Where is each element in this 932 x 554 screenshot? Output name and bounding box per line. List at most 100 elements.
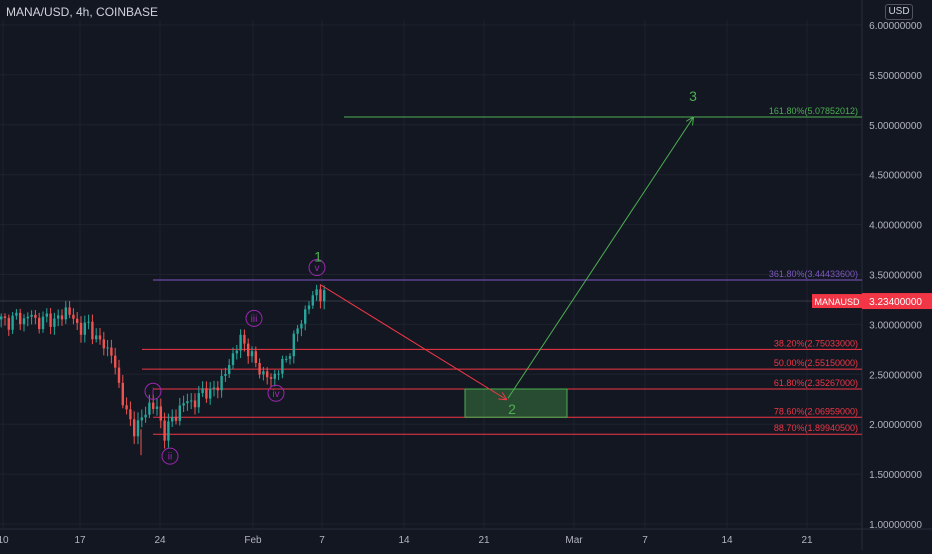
major-wave-label: 3	[689, 88, 697, 104]
candle-body	[269, 377, 273, 379]
wave-marker-circle	[144, 382, 162, 400]
candle-body	[64, 307, 67, 320]
candle-body	[171, 417, 174, 422]
current-price-value: 3.23400000	[869, 297, 922, 308]
candle-body	[102, 339, 105, 349]
candle-body	[247, 343, 250, 357]
candle-body	[34, 314, 37, 318]
candle-body	[262, 371, 265, 375]
candle-body	[209, 388, 212, 399]
fib-level-label: 88.70%(1.89940500)	[774, 423, 858, 433]
candle-body	[212, 387, 216, 389]
candle-body	[11, 315, 14, 330]
symbol-price-tag	[812, 294, 862, 309]
candle-body	[125, 405, 128, 410]
projection-arrow-down[interactable]	[319, 284, 506, 399]
wave-marker-circle	[267, 384, 285, 402]
candle-body	[91, 321, 94, 340]
candle-body	[106, 347, 109, 349]
projection-arrow-up[interactable]	[507, 118, 693, 399]
candle-body	[76, 318, 79, 323]
wave-marker-label: ii	[168, 452, 172, 463]
y-tick-label: 2.50000000	[869, 370, 922, 381]
candle-body	[231, 353, 235, 366]
candle-body	[250, 351, 254, 357]
y-tick-label: 5.50000000	[869, 71, 922, 82]
candle-body	[182, 403, 185, 406]
candle-body	[197, 393, 200, 408]
candle-body	[311, 295, 314, 306]
candle-body	[216, 387, 219, 391]
candle-body	[292, 333, 295, 357]
candle-body	[117, 367, 121, 383]
major-wave-label: 1	[314, 249, 322, 265]
wave-marker-circle	[245, 309, 263, 327]
candle-body	[57, 315, 60, 319]
y-tick-label: 6.00000000	[869, 21, 922, 32]
candle-body	[220, 375, 223, 391]
y-tick-label: 5.00000000	[869, 121, 922, 132]
fib-level-label: 361.80%(3.44433600)	[769, 269, 858, 279]
x-tick-label: 14	[721, 535, 733, 546]
candle-body	[243, 334, 246, 344]
y-tick-label: 3.50000000	[869, 271, 922, 282]
candle-body	[83, 322, 86, 335]
fib-level-label: 78.60%(2.06959000)	[774, 406, 858, 416]
x-tick-label: 24	[154, 535, 166, 546]
x-tick-label: 21	[478, 535, 490, 546]
candle-body	[41, 316, 45, 330]
candle-body	[273, 373, 276, 379]
candle-body	[98, 335, 102, 340]
candle-body	[79, 322, 83, 335]
fib-level-label: 161.80%(5.07852012)	[769, 106, 858, 116]
fib-level-label: 38.20%(2.75033000)	[774, 338, 858, 348]
candle-body	[140, 417, 143, 421]
candle-body	[258, 362, 261, 375]
candle-body	[323, 290, 326, 302]
candle-body	[288, 356, 292, 359]
y-tick-label: 4.50000000	[869, 171, 922, 182]
candle-body	[304, 309, 307, 324]
candle-body	[281, 358, 284, 374]
current-price-tag	[862, 293, 932, 310]
candle-body	[7, 317, 10, 330]
candle-body	[0, 316, 3, 320]
x-tick-label: 14	[398, 535, 410, 546]
candle-body	[45, 313, 48, 317]
wave-marker-label: v	[315, 263, 320, 274]
candle-body	[285, 358, 288, 360]
y-tick-label: 4.00000000	[869, 221, 922, 232]
x-tick-label: Mar	[565, 535, 583, 546]
candle-body	[152, 402, 155, 409]
target-zone-box[interactable]	[464, 388, 568, 418]
candle-body	[95, 335, 98, 340]
candle-body	[315, 289, 318, 296]
wave-marker-label: iv	[272, 389, 279, 400]
wave-marker-circle	[308, 259, 326, 277]
candle-body	[319, 289, 322, 302]
currency-button[interactable]: USD	[885, 4, 913, 20]
x-tick-label: 17	[74, 535, 86, 546]
candle-body	[60, 315, 64, 320]
candle-body	[121, 382, 124, 406]
candle-body	[30, 314, 33, 317]
candle-body	[15, 312, 18, 316]
candle-body	[114, 355, 117, 368]
wave-marker-label: iii	[251, 314, 258, 325]
candle-body	[53, 318, 56, 327]
y-tick-label: 3.00000000	[869, 320, 922, 331]
candle-body	[155, 406, 159, 409]
candle-body	[224, 373, 227, 376]
candle-body	[167, 421, 170, 441]
fib-level-label: 61.80%(2.35267000)	[774, 378, 858, 388]
candle-body	[49, 313, 52, 327]
candle-body	[193, 400, 197, 408]
x-tick-label: 7	[319, 535, 325, 546]
candle-body	[201, 388, 204, 394]
candle-body	[159, 406, 162, 421]
candle-body	[239, 334, 242, 351]
candle-body	[254, 351, 257, 363]
major-wave-label: 2	[508, 401, 516, 417]
